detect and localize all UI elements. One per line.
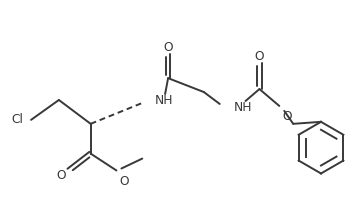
Text: O: O [56,169,66,182]
Text: Cl: Cl [11,113,23,126]
Text: NH: NH [234,101,252,114]
Text: O: O [254,50,264,63]
Text: NH: NH [155,95,174,108]
Text: O: O [119,176,129,189]
Text: O: O [163,41,173,54]
Text: O: O [282,110,292,123]
